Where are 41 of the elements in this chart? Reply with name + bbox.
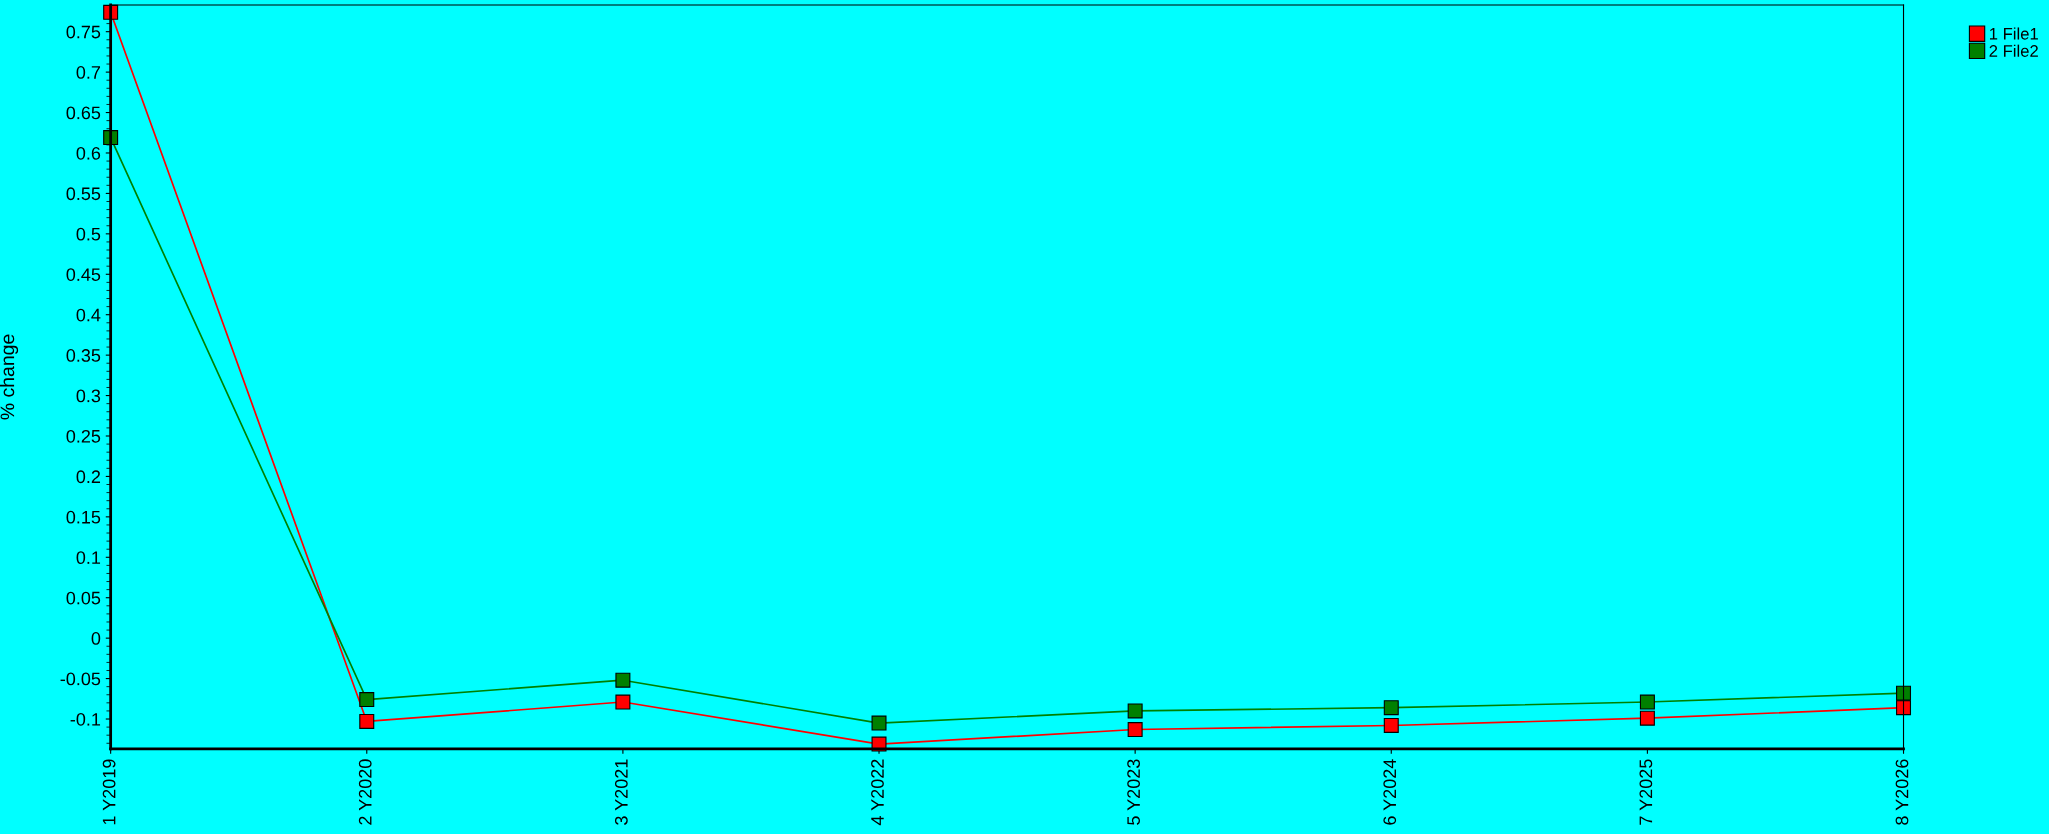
- y-tick-label: 0.65: [66, 106, 101, 120]
- y-tick-label: 0.4: [76, 308, 101, 322]
- x-tick-label: 2 Y2020: [358, 759, 372, 825]
- point: [1383, 700, 1399, 716]
- y-tick-label: -0.1: [70, 712, 101, 726]
- x-tick-label: 8 Y2026: [1895, 759, 1909, 825]
- x-tick-label: 3 Y2021: [614, 759, 628, 825]
- point: [1639, 694, 1655, 710]
- y-tick-label: 0.35: [66, 349, 101, 362]
- y-tick-label: 0.7: [76, 66, 101, 79]
- y-tick-label: 0.1: [76, 551, 101, 565]
- y-tick-label: 0.25: [66, 429, 101, 443]
- y-tick-label: 0.15: [66, 510, 101, 524]
- point: [359, 692, 375, 708]
- x-tick-label: 5 Y2023: [1127, 759, 1140, 825]
- point: [1896, 685, 1912, 701]
- y-tick-label: 0.6: [76, 146, 101, 160]
- x-tick-label: 7 Y2025: [1639, 759, 1653, 825]
- legend-label: 2 File2: [1989, 44, 2038, 57]
- x-tick-label: 1 Y2019: [102, 759, 116, 825]
- y-tick-label: -0.05: [60, 672, 101, 686]
- y-tick-label: 0.45: [66, 268, 101, 281]
- legend-label: 1 File1: [1989, 27, 2038, 40]
- x-tick-label: 6 Y2024: [1383, 759, 1397, 825]
- point: [1383, 717, 1399, 733]
- y-tick-label: 0.5: [76, 227, 101, 241]
- point: [871, 715, 887, 731]
- y-tick-label: 0.55: [66, 187, 101, 201]
- point: [1127, 703, 1143, 719]
- point: [1127, 722, 1143, 738]
- point: [615, 672, 631, 688]
- point: [615, 694, 631, 710]
- y-tick-label: 0.3: [76, 389, 101, 403]
- y-axis-title: % change: [0, 334, 19, 420]
- point: [359, 713, 375, 729]
- y-tick-label: 0.05: [66, 591, 101, 605]
- y-tick-label: 0.2: [76, 470, 101, 484]
- y-tick-label: 0.75: [66, 25, 101, 39]
- x-tick-label: 4 Y2022: [871, 759, 884, 826]
- y-tick-label: 0: [91, 632, 101, 645]
- point: [1639, 710, 1655, 726]
